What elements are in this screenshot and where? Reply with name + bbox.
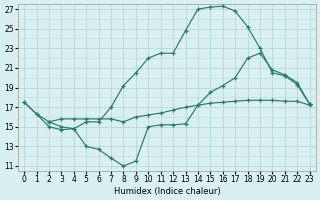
X-axis label: Humidex (Indice chaleur): Humidex (Indice chaleur) [114,187,220,196]
